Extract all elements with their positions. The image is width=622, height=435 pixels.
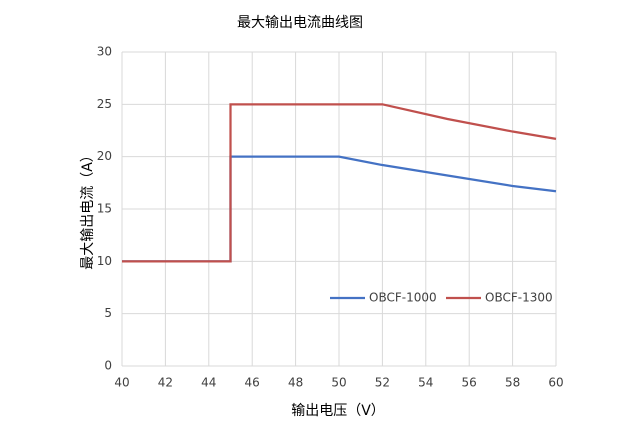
x-tick-label: 60 (548, 376, 563, 390)
x-tick-label: 50 (331, 376, 346, 390)
y-tick-label: 10 (97, 254, 112, 268)
x-tick-label: 48 (288, 376, 303, 390)
legend-label: OBCF-1300 (485, 291, 553, 305)
y-tick-label: 20 (97, 149, 112, 163)
series-line (122, 103, 557, 263)
x-tick-label: 42 (158, 376, 173, 390)
y-tick-label: 25 (97, 97, 112, 111)
x-tick-label: 54 (418, 376, 433, 390)
y-tick-label: 5 (104, 306, 112, 320)
x-tick-label: 44 (201, 376, 216, 390)
x-tick-label: 40 (114, 376, 129, 390)
y-axis-label: 最大输出电流（A） (80, 148, 96, 270)
x-tick-label: 52 (375, 376, 390, 390)
chart-title: 最大输出电流曲线图 (237, 15, 363, 31)
y-tick-label: 30 (97, 45, 112, 59)
x-tick-label: 46 (245, 376, 260, 390)
x-tick-label: 56 (462, 376, 477, 390)
x-tick-label: 58 (505, 376, 520, 390)
x-axis-label: 输出电压（V） (291, 403, 385, 419)
y-tick-label: 15 (97, 202, 112, 216)
y-tick-label: 0 (104, 359, 112, 373)
legend-label: OBCF-1000 (369, 291, 437, 305)
